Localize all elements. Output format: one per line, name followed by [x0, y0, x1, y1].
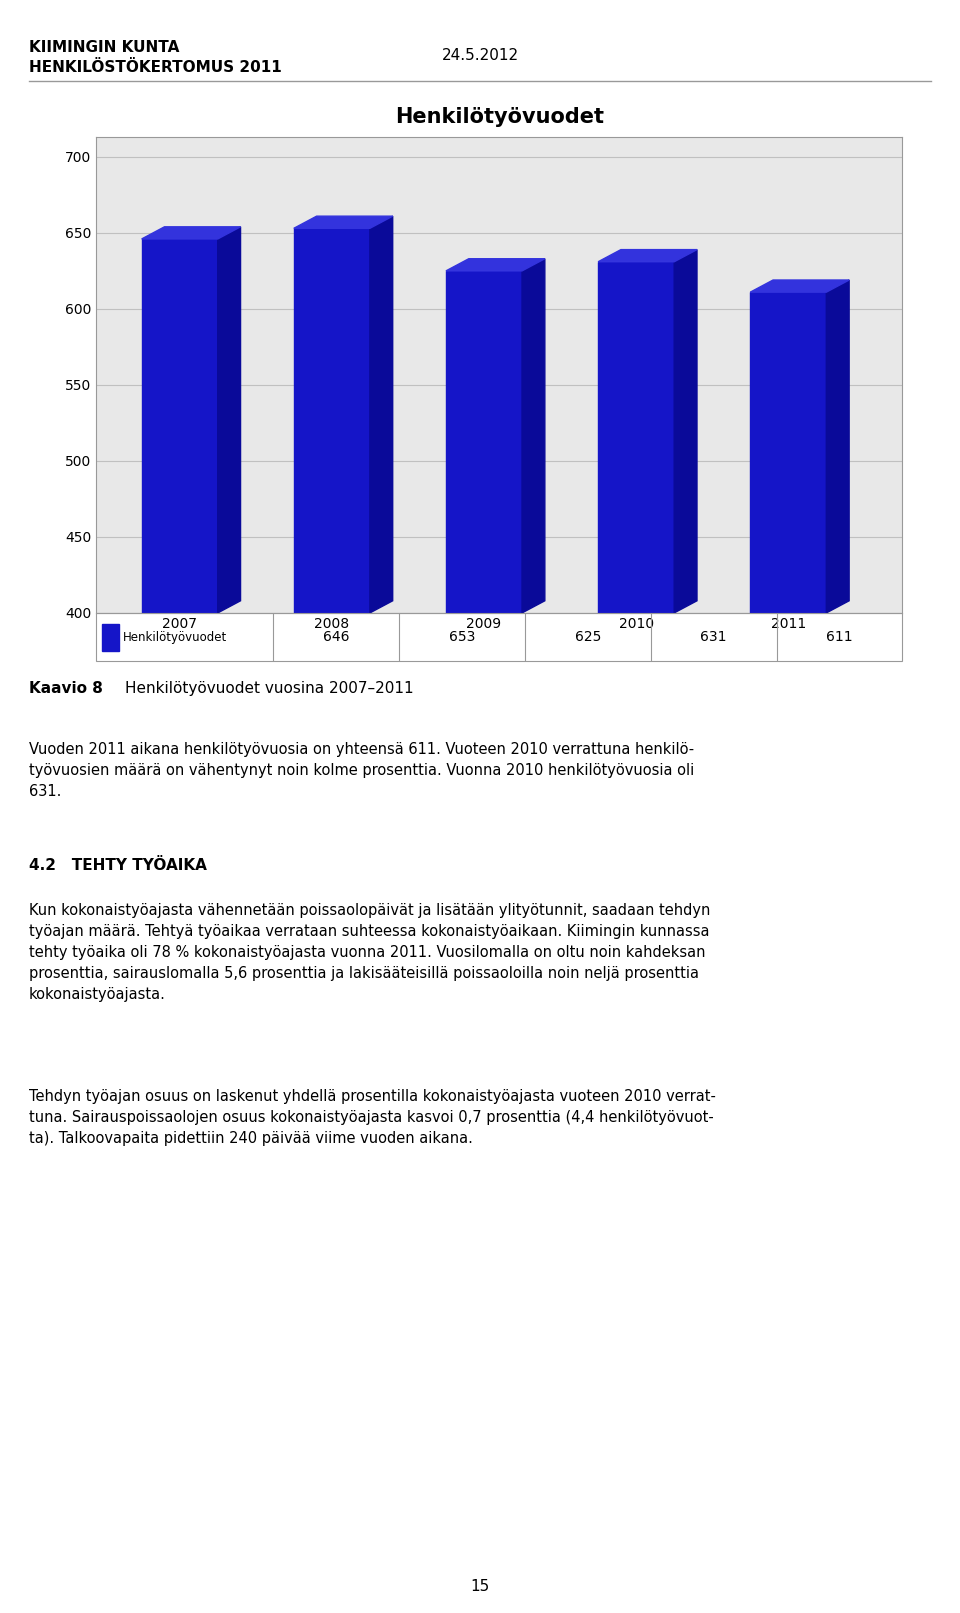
- Title: Henkilötyövuodet: Henkilötyövuodet: [395, 106, 604, 127]
- Polygon shape: [751, 281, 850, 292]
- Polygon shape: [751, 292, 827, 613]
- Polygon shape: [446, 271, 522, 613]
- Text: Kun kokonaistyöajasta vähennetään poissaolopäivät ja lisätään ylityötunnit, saad: Kun kokonaistyöajasta vähennetään poissa…: [29, 903, 710, 1002]
- Text: 646: 646: [324, 631, 349, 644]
- Text: 611: 611: [827, 631, 852, 644]
- Polygon shape: [827, 281, 850, 613]
- Polygon shape: [370, 216, 393, 613]
- Polygon shape: [294, 229, 370, 613]
- Polygon shape: [598, 250, 697, 261]
- Bar: [103, 624, 119, 650]
- Text: 631: 631: [701, 631, 727, 644]
- Text: 653: 653: [449, 631, 475, 644]
- Polygon shape: [218, 227, 241, 613]
- Text: Henkilötyövuodet vuosina 2007–2011: Henkilötyövuodet vuosina 2007–2011: [125, 681, 414, 695]
- Text: HENKILÖSTÖKERTOMUS 2011: HENKILÖSTÖKERTOMUS 2011: [29, 60, 281, 74]
- Text: 24.5.2012: 24.5.2012: [442, 48, 518, 63]
- Polygon shape: [446, 258, 545, 271]
- Polygon shape: [142, 227, 241, 239]
- Text: Kaavio 8: Kaavio 8: [29, 681, 103, 695]
- Polygon shape: [142, 239, 218, 613]
- Text: 625: 625: [575, 631, 601, 644]
- Polygon shape: [674, 250, 697, 613]
- Text: 4.2   TEHTY TYÖAIKA: 4.2 TEHTY TYÖAIKA: [29, 858, 206, 873]
- Text: 15: 15: [470, 1579, 490, 1594]
- Text: Henkilötyövuodet: Henkilötyövuodet: [123, 631, 227, 644]
- Text: KIIMINGIN KUNTA: KIIMINGIN KUNTA: [29, 40, 180, 55]
- Text: Vuoden 2011 aikana henkilötyövuosia on yhteensä 611. Vuoteen 2010 verrattuna hen: Vuoden 2011 aikana henkilötyövuosia on y…: [29, 742, 694, 798]
- Text: Tehdyn työajan osuus on laskenut yhdellä prosentilla kokonaistyöajasta vuoteen 2: Tehdyn työajan osuus on laskenut yhdellä…: [29, 1089, 715, 1145]
- Polygon shape: [294, 216, 393, 229]
- Polygon shape: [598, 261, 674, 613]
- Polygon shape: [522, 258, 545, 613]
